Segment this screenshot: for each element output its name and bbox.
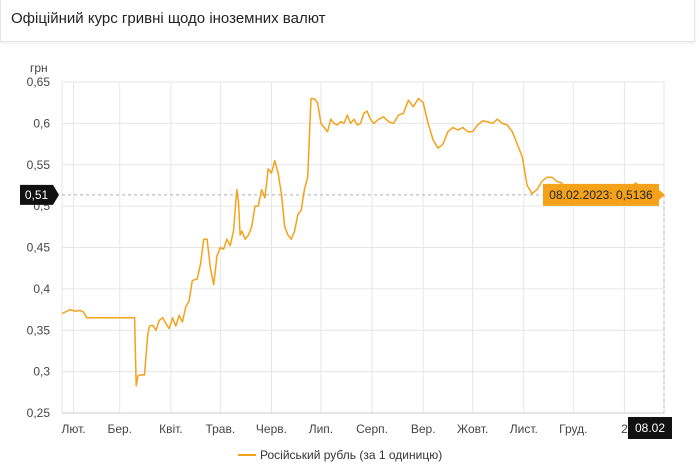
header-bar: Офіційний курс гривні щодо іноземних вал…: [0, 0, 695, 42]
x-tick-label: Лип.: [309, 422, 333, 436]
y-tick-label: 0,6: [33, 116, 50, 130]
y-tick-label: 0,25: [27, 406, 51, 420]
y-axis-label: грн: [30, 61, 48, 75]
x-tick-label: Бер.: [107, 422, 132, 436]
tooltip: 08.02.2023: 0,5136: [543, 183, 665, 206]
y-tick-label: 0,4: [33, 282, 50, 296]
y-tick-label: 0,55: [27, 158, 51, 172]
y-tick-labels: 0,250,30,350,40,450,50,550,60,65: [27, 75, 51, 420]
y-tick-label: 0,65: [27, 75, 51, 89]
grid-lines: [61, 81, 665, 413]
x-crosshair-badge: 08.02: [628, 417, 672, 439]
y-badge-label: 0,51: [25, 188, 49, 202]
x-tick-label: Квіт.: [159, 422, 183, 436]
tooltip-background: [543, 183, 665, 206]
x-tick-label: Лют.: [61, 422, 85, 436]
x-tick-label: Серп.: [356, 422, 388, 436]
x-badge-label: 08.02: [635, 421, 665, 435]
x-badge-background: [628, 417, 672, 439]
x-tick-label: Лист.: [510, 422, 538, 436]
x-tick-label: Жовт.: [457, 422, 488, 436]
series-line-rub: [61, 97, 664, 387]
series-layer: [61, 97, 664, 387]
x-tick-labels: Лют. Бер. Квіт. Трав. Черв. Лип. Серп. Вер. Жовт…: [61, 422, 628, 436]
y-tick-label: 0,45: [27, 241, 51, 255]
x-tick-label: Черв.: [256, 422, 287, 436]
y-crosshair-badge: 0,51: [20, 184, 59, 205]
tooltip-label: 08.02.2023: 0,5136: [549, 188, 653, 202]
x-tick-label: Вер.: [411, 422, 436, 436]
y-badge-background: [20, 184, 59, 205]
x-tick-label: 2: [621, 422, 628, 436]
y-tick-label: 0,3: [33, 365, 50, 379]
x-tick-label: Трав.: [205, 422, 235, 436]
legend-item-label[interactable]: Російський рубль (за 1 одиницю): [260, 448, 442, 462]
legend[interactable]: Російський рубль (за 1 одиницю): [238, 448, 442, 462]
page-title: Офіційний курс гривні щодо іноземних вал…: [11, 10, 326, 27]
y-tick-label: 0,35: [27, 323, 51, 337]
x-tick-label: Груд.: [559, 422, 587, 436]
